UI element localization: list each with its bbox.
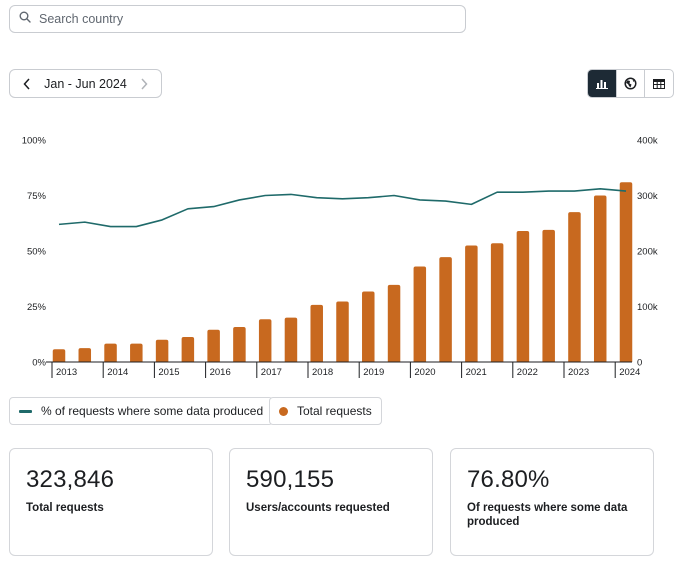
- right-tick-label: 0: [637, 358, 642, 369]
- line-series: [58, 188, 627, 228]
- right-axis: 0 100k 200k 300k 400k: [637, 136, 658, 369]
- bar[interactable]: [258, 319, 272, 362]
- bar[interactable]: [362, 291, 375, 362]
- legend-label: % of requests where some data produced: [41, 404, 264, 418]
- bar[interactable]: [439, 257, 452, 362]
- x-tick-label: 2016: [210, 367, 231, 378]
- x-tick-label: 2014: [107, 367, 128, 378]
- bar[interactable]: [490, 243, 504, 362]
- stat-card-users-requested: 590,155 Users/accounts requested: [229, 448, 433, 556]
- stat-label: Total requests: [26, 502, 104, 514]
- x-tick-label: 2021: [466, 367, 487, 378]
- bar[interactable]: [207, 329, 220, 362]
- stat-card-data-produced: 76.80% Of requests where some data produ…: [450, 448, 654, 556]
- bar[interactable]: [593, 195, 607, 363]
- right-tick-label: 100k: [637, 302, 658, 313]
- legend-line-swatch: [19, 409, 32, 413]
- x-tick-label: 2013: [56, 367, 77, 378]
- bar[interactable]: [619, 182, 633, 362]
- map-view-button[interactable]: [617, 70, 646, 97]
- x-tick-label: 2020: [414, 367, 435, 378]
- bar[interactable]: [336, 301, 349, 362]
- bar[interactable]: [233, 327, 246, 362]
- bar-chart-icon: [595, 80, 608, 89]
- stat-value: 76.80%: [467, 466, 550, 493]
- table-view-button[interactable]: [645, 70, 673, 97]
- left-tick-label: 0%: [32, 358, 46, 369]
- search-input[interactable]: [39, 12, 439, 26]
- bar[interactable]: [130, 343, 143, 362]
- bar[interactable]: [181, 337, 195, 362]
- right-tick-label: 200k: [637, 247, 658, 258]
- left-tick-label: 25%: [27, 302, 47, 313]
- left-tick-label: 50%: [27, 247, 47, 258]
- bar[interactable]: [104, 343, 117, 362]
- x-tick-label: 2015: [158, 367, 179, 378]
- legend-dot-swatch: [279, 406, 288, 416]
- bar[interactable]: [52, 349, 66, 362]
- period-selector: Jan - Jun 2024: [9, 69, 162, 98]
- x-tick-label: 2017: [261, 367, 282, 378]
- stat-value: 323,846: [26, 466, 115, 493]
- bar[interactable]: [387, 284, 401, 362]
- period-label: Jan - Jun 2024: [44, 76, 127, 91]
- x-tick-label: 2024: [619, 367, 640, 378]
- search-bar[interactable]: [9, 5, 466, 33]
- view-toggle: [587, 69, 674, 98]
- left-axis: 0% 25% 50% 75% 100%: [22, 136, 47, 369]
- bar-series: [52, 182, 633, 363]
- bar[interactable]: [542, 229, 555, 362]
- table-icon: [653, 78, 666, 89]
- bar[interactable]: [465, 245, 478, 362]
- bar[interactable]: [413, 266, 427, 362]
- stat-label: Of requests where some data produced: [467, 502, 628, 528]
- legend-item-percent[interactable]: % of requests where some data produced: [9, 397, 274, 425]
- globe-icon: [624, 77, 637, 90]
- bar[interactable]: [78, 348, 92, 362]
- chevron-right-icon[interactable]: [137, 77, 151, 91]
- bar[interactable]: [310, 304, 323, 362]
- x-tick-label: 2022: [517, 367, 538, 378]
- bar[interactable]: [155, 339, 169, 362]
- stat-label: Users/accounts requested: [246, 502, 390, 514]
- legend-item-total[interactable]: Total requests: [269, 397, 382, 425]
- right-tick-label: 300k: [637, 191, 658, 202]
- bar[interactable]: [568, 212, 581, 362]
- percent-line[interactable]: [58, 188, 627, 228]
- chevron-left-icon[interactable]: [20, 77, 34, 91]
- x-tick-label: 2023: [568, 367, 589, 378]
- bar-chart-view-button[interactable]: [588, 70, 617, 97]
- search-icon: [19, 10, 31, 28]
- left-tick-label: 75%: [27, 191, 47, 202]
- bar[interactable]: [284, 317, 298, 362]
- bar[interactable]: [516, 231, 530, 362]
- left-tick-label: 100%: [22, 136, 47, 147]
- x-tick-label: 2019: [363, 367, 384, 378]
- x-tick-label: 2018: [312, 367, 333, 378]
- stat-value: 590,155: [246, 466, 335, 493]
- right-tick-label: 400k: [637, 136, 658, 147]
- stat-card-total-requests: 323,846 Total requests: [9, 448, 213, 556]
- x-axis: 2013 2014 2015 2016 2017 2018 2019 2020 2021 2022…: [46, 361, 640, 378]
- legend-label: Total requests: [297, 404, 372, 418]
